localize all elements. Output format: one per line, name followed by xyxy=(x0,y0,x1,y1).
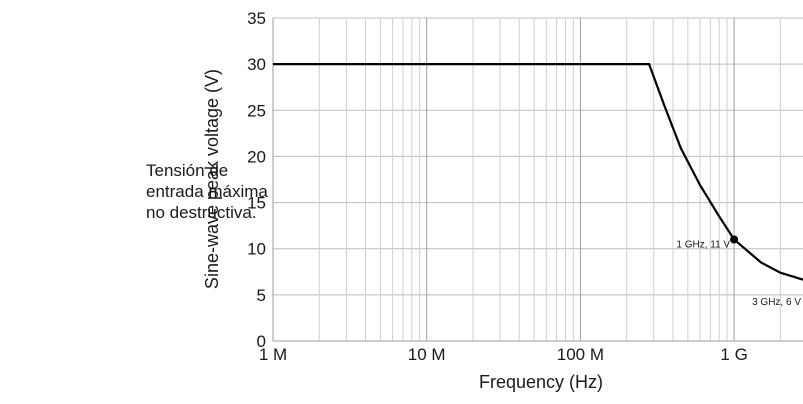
y-tick-label: 30 xyxy=(247,55,266,74)
x-tick-label: 1 G xyxy=(720,345,747,364)
y-tick-label: 25 xyxy=(247,101,266,120)
annotation-label: 3 GHz, 6 V xyxy=(752,297,801,308)
x-tick-label: 1 M xyxy=(259,345,287,364)
labels-group: 0 5 10 15 20 25 30 35 1 M 10 M 100 M 1 G Frequency (… xyxy=(202,9,801,392)
y-tick-label: 20 xyxy=(247,147,266,166)
y-axis-title: Sine-wave peak voltage (V) xyxy=(202,69,222,289)
y-tick-label: 10 xyxy=(247,240,266,259)
series-line xyxy=(273,63,803,281)
annotation-marker xyxy=(730,235,739,244)
axes xyxy=(272,18,803,342)
y-tick-label: 5 xyxy=(257,286,266,305)
chart-caption: Tensión de entrada máxima no destructiva… xyxy=(146,161,268,222)
x-axis-title: Frequency (Hz) xyxy=(479,372,603,392)
grid xyxy=(272,17,803,342)
y-tick-label: 35 xyxy=(247,9,266,28)
series-group xyxy=(273,63,803,281)
y-tick-label: 15 xyxy=(247,194,266,213)
x-tick-label: 100 M xyxy=(557,345,604,364)
x-tick-label: 10 M xyxy=(408,345,446,364)
annotation-label: 1 GHz, 11 V xyxy=(676,239,730,250)
y-tick-label: 0 xyxy=(257,332,266,351)
